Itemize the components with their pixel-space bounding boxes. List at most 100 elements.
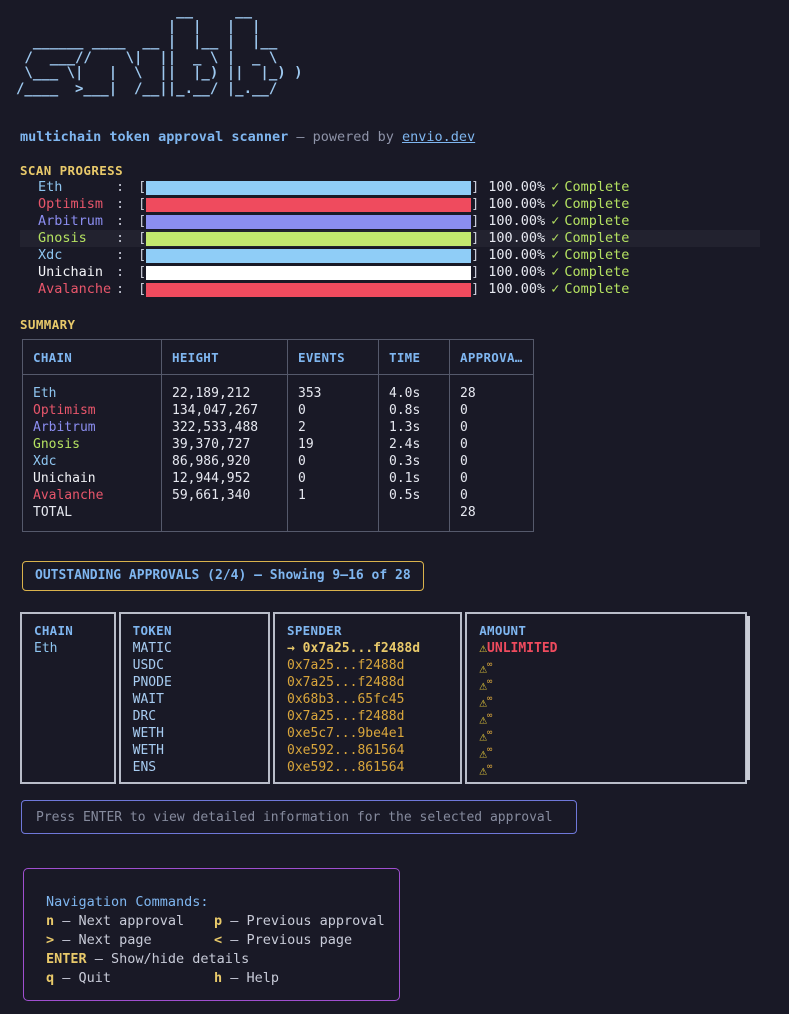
summary-cell-height: 22,189,212 (161, 374, 288, 402)
approvals-token-cell[interactable]: ENS (132, 760, 157, 775)
approvals-amount-value: ∞ (487, 660, 493, 670)
summary-cell-approvals: 0 (449, 453, 534, 470)
navigation-command-right[interactable]: < — Previous page (214, 931, 352, 950)
navigation-command-left[interactable]: ENTER — Show/hide details (46, 950, 249, 969)
scan-progress-heading: SCAN PROGRESS (20, 163, 124, 178)
approvals-spender-cell[interactable]: 0x68b3...65fc45 (287, 692, 405, 707)
approvals-spender-cell-selected[interactable]: → 0x7a25...f2488d (287, 641, 421, 656)
navigation-command-left[interactable]: > — Next page (46, 931, 214, 950)
summary-header-row: CHAIN HEIGHT EVENTS TIME APPROVA… (22, 339, 534, 375)
approvals-spender-cell[interactable]: 0x7a25...f2488d (287, 675, 405, 690)
approvals-spender-cell[interactable]: 0xe5c7...9be4e1 (287, 726, 405, 741)
bracket-open: [ (138, 230, 147, 246)
approvals-amount-value: ∞ (487, 745, 493, 755)
summary-table-body: Eth 22,189,212 353 4.0s 28 Optimism 134,047,26… (22, 374, 534, 532)
summary-cell-events: 0 (287, 470, 379, 487)
navigation-key: < (214, 932, 223, 948)
approvals-spender-cell[interactable]: 0x7a25...f2488d (287, 709, 405, 724)
scan-status-label: Complete (564, 264, 630, 280)
summary-cell-events: 0 (287, 402, 379, 419)
warning-icon: ⚠ (479, 661, 488, 677)
summary-cell-approvals: 0 (449, 419, 534, 436)
navigation-command-right[interactable]: p — Previous approval (214, 912, 385, 931)
bracket-open: [ (138, 247, 147, 263)
bracket-close: ] (471, 196, 480, 212)
scan-progress-row: Xdc: [] 100.00% ✓ Complete (20, 247, 760, 264)
navigation-key: q (46, 970, 55, 986)
approvals-amount-cell: ⚠∞ (479, 742, 745, 761)
scan-chain-name: Arbitrum (38, 213, 104, 229)
scan-progress-bar-fill (146, 214, 472, 229)
navigation-command-row: > — Next page < — Previous page (46, 931, 399, 950)
summary-col-time: TIME (378, 339, 450, 375)
approvals-amount-value: ∞ (487, 762, 493, 772)
navigation-description: — Previous page (222, 932, 353, 948)
subtitle-separator: — powered by (288, 129, 403, 145)
scan-colon: : (116, 196, 125, 212)
approvals-amount-cell: ⚠∞ (479, 691, 745, 710)
scan-progress-row: Unichain: [] 100.00% ✓ Complete (20, 264, 760, 281)
envio-link[interactable]: envio.dev (402, 129, 476, 145)
summary-col-approvals: APPROVA… (449, 339, 534, 375)
summary-cell-approvals: 0 (449, 470, 534, 487)
warning-icon: ⚠ (479, 712, 488, 728)
approvals-spender-cell[interactable]: 0x7a25...f2488d (287, 658, 405, 673)
scan-percent: 100.00% (488, 179, 546, 195)
table-row: Arbitrum 322,533,488 2 1.3s 0 (22, 419, 534, 436)
bracket-close: ] (471, 247, 480, 263)
enter-detail-prompt[interactable]: Press ENTER to view detailed information… (21, 800, 577, 834)
approvals-spender-cell[interactable]: 0xe592...861564 (287, 743, 405, 758)
navigation-command-right[interactable]: h — Help (214, 969, 279, 988)
summary-cell-events: 353 (287, 374, 379, 402)
approvals-amount-cell: ⚠∞ (479, 657, 745, 677)
scan-progress-bar (146, 180, 472, 195)
approvals-header-token: TOKEN (132, 623, 172, 638)
scan-status-label: Complete (564, 247, 630, 263)
bracket-close: ] (471, 281, 480, 297)
scan-progress-row: Avalanche: [] 100.00% ✓ Complete (20, 281, 760, 298)
check-icon: ✓ (551, 247, 560, 263)
navigation-description: — Show/hide details (86, 951, 250, 967)
scan-progress-bar (146, 197, 472, 212)
approvals-token-cell[interactable]: WETH (132, 726, 164, 741)
scan-status-label: Complete (564, 213, 630, 229)
summary-col-chain: CHAIN (22, 339, 162, 375)
summary-cell-height: 86,986,920 (161, 453, 288, 470)
table-row: Avalanche 59,661,340 1 0.5s 0 (22, 487, 534, 504)
summary-cell-height: 134,047,267 (161, 402, 288, 419)
summary-cell-time: 0.5s (378, 487, 450, 504)
summary-table-head: CHAIN HEIGHT EVENTS TIME APPROVA… (22, 339, 534, 375)
approvals-scrollbar[interactable] (746, 616, 750, 780)
bracket-open: [ (138, 196, 147, 212)
scan-progress-bar-fill (146, 282, 472, 297)
approvals-token-cell[interactable]: WAIT (132, 692, 164, 707)
scan-status-label: Complete (564, 230, 630, 246)
scan-chain-name: Optimism (38, 196, 104, 212)
approvals-token-cell[interactable]: PNODE (132, 675, 172, 690)
approvals-token-cell[interactable]: USDC (132, 658, 164, 673)
summary-cell-chain: Gnosis (22, 436, 162, 453)
scan-colon: : (116, 179, 125, 195)
check-icon: ✓ (551, 213, 560, 229)
scan-progress-row: Optimism: [] 100.00% ✓ Complete (20, 196, 760, 213)
approvals-token-cell[interactable]: DRC (132, 709, 157, 724)
approvals-token-cell[interactable]: WETH (132, 743, 164, 758)
summary-heading: SUMMARY (20, 317, 76, 332)
warning-icon: ⚠ (479, 763, 488, 779)
check-icon: ✓ (551, 264, 560, 280)
navigation-command-left[interactable]: q — Quit (46, 969, 214, 988)
scan-progress-bar-fill (146, 265, 472, 280)
approvals-header-spender: SPENDER (287, 623, 342, 638)
summary-cell-chain: Optimism (22, 402, 162, 419)
table-row: Optimism 134,047,267 0 0.8s 0 (22, 402, 534, 419)
summary-cell-events: 2 (287, 419, 379, 436)
scan-percent: 100.00% (488, 264, 546, 280)
scan-progress-row: Gnosis: [] 100.00% ✓ Complete (20, 230, 760, 247)
navigation-description: — Next page (54, 932, 152, 948)
navigation-command-left[interactable]: n — Next approval (46, 912, 214, 931)
approvals-token-cell[interactable]: MATIC (132, 641, 172, 656)
approvals-spender-cell[interactable]: 0xe592...861564 (287, 760, 405, 775)
summary-total-label: TOTAL (22, 504, 162, 532)
summary-cell-time: 2.4s (378, 436, 450, 453)
summary-cell-time: 0.3s (378, 453, 450, 470)
